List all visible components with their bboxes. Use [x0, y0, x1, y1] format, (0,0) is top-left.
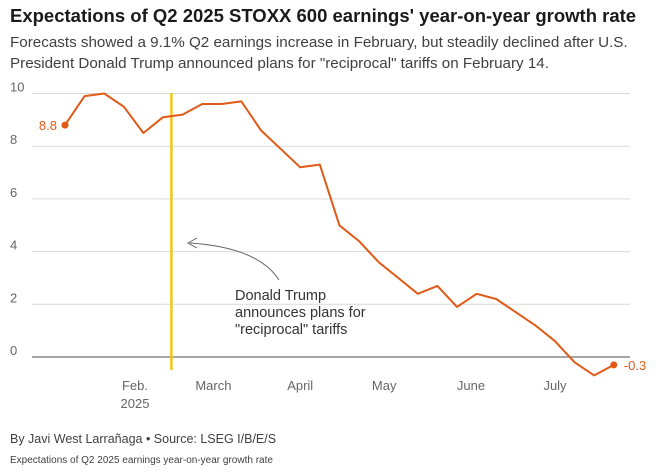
y-tick-label: 0 [10, 343, 17, 358]
y-tick-label: 10 [10, 80, 24, 95]
x-tick-label: March [195, 378, 231, 393]
annotation-text: Donald Trump [235, 288, 326, 304]
y-tick-label: 4 [10, 238, 17, 253]
x-tick-label: Feb. [122, 378, 148, 393]
chart-title: Expectations of Q2 2025 STOXX 600 earnin… [10, 5, 637, 26]
annotation-text: "reciprocal" tariffs [235, 322, 347, 338]
byline: By Javi West Larrañaga • Source: LSEG I/… [10, 432, 277, 446]
caption: Expectations of Q2 2025 earnings year-on… [10, 455, 273, 466]
y-tick-label: 8 [10, 132, 17, 147]
x-tick-label: June [457, 378, 485, 393]
endpoint-marker [61, 121, 69, 129]
endpoint-marker [610, 361, 618, 369]
x-tick-label: May [372, 378, 397, 393]
annotation-text: announces plans for [235, 305, 366, 321]
annotation-arrowhead [186, 237, 198, 249]
data-label: -0.3 [624, 358, 646, 373]
series-line [64, 92, 615, 377]
x-tick-sublabel: 2025 [121, 396, 150, 411]
annotation-arrow [189, 242, 280, 281]
y-tick-label: 2 [10, 290, 17, 305]
chart-subtitle: Forecasts showed a 9.1% Q2 earnings incr… [10, 34, 628, 72]
x-tick-label: July [543, 378, 567, 393]
x-tick-label: April [287, 378, 313, 393]
y-tick-label: 6 [10, 185, 17, 200]
data-label: 8.8 [39, 118, 57, 133]
